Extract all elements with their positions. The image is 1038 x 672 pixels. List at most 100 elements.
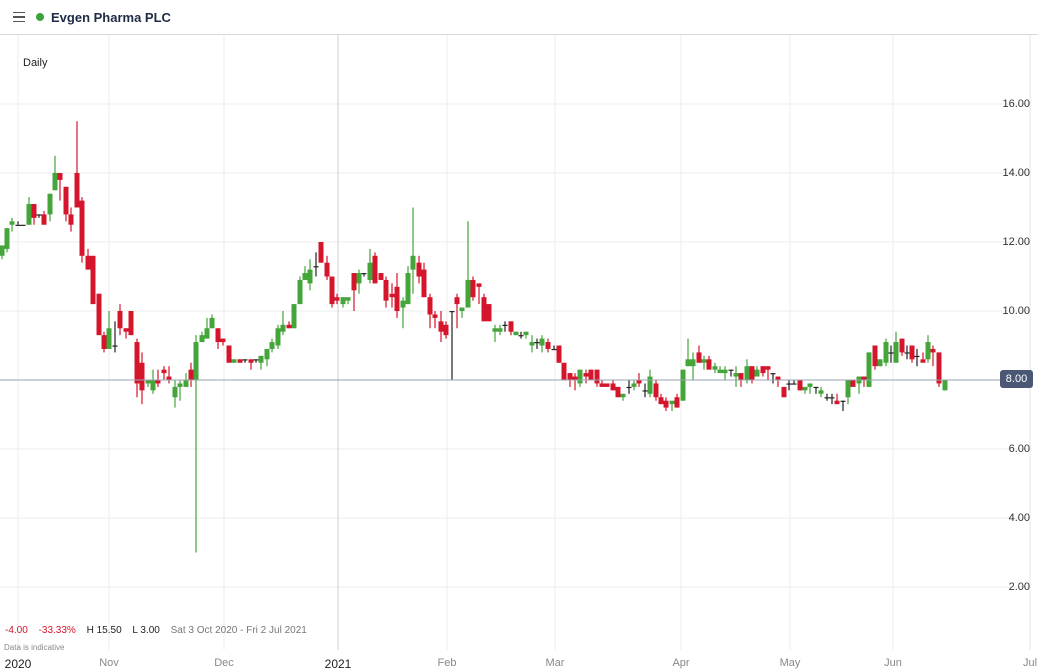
candle-body xyxy=(529,342,535,346)
candle-body xyxy=(551,348,557,351)
candle-body xyxy=(850,380,856,387)
candle-body xyxy=(41,214,47,225)
candle-body xyxy=(604,383,610,387)
candle-body xyxy=(872,345,878,367)
candle-body xyxy=(508,321,514,332)
candle-body xyxy=(476,283,482,287)
instrument-title: Evgen Pharma PLC xyxy=(51,10,171,25)
candle-body xyxy=(760,366,766,374)
candle-body xyxy=(534,342,540,344)
candle-body xyxy=(226,345,232,363)
candle-body xyxy=(791,383,797,385)
candle-body xyxy=(112,345,118,347)
candle-body xyxy=(161,369,167,374)
candle-body xyxy=(389,293,395,298)
candle-body xyxy=(866,352,872,387)
x-axis-label: May xyxy=(779,657,801,669)
x-axis-label: Feb xyxy=(437,657,457,669)
candlestick-chart[interactable] xyxy=(0,35,1038,650)
candle-body xyxy=(183,380,189,387)
candle-body xyxy=(904,352,910,354)
candle-body xyxy=(701,359,707,363)
candle-body xyxy=(96,293,102,336)
y-axis-label: 6.00 xyxy=(1008,443,1030,455)
candle-body xyxy=(577,369,583,384)
candle-body xyxy=(523,331,529,336)
candle-body xyxy=(518,335,524,337)
candle-body xyxy=(237,359,243,363)
candle-body xyxy=(123,328,129,332)
candle-body xyxy=(486,304,492,322)
candle-body xyxy=(438,321,444,332)
price-change-percent: -33.33% xyxy=(38,625,76,636)
x-axis-label: 2021 xyxy=(324,657,352,671)
candle-body xyxy=(0,245,5,256)
x-axis-label: Jun xyxy=(884,657,902,669)
candle-body xyxy=(74,173,80,208)
candle-body xyxy=(242,359,248,361)
candle-body xyxy=(150,380,156,391)
candle-body xyxy=(647,376,653,394)
candle-body xyxy=(594,369,600,384)
candle-body xyxy=(642,390,648,392)
market-status-dot-icon xyxy=(36,13,44,21)
candle-body xyxy=(172,386,178,398)
candle-body xyxy=(264,348,270,360)
candle-body xyxy=(340,297,346,305)
candle-body xyxy=(470,279,476,298)
candle-body xyxy=(220,338,226,343)
candle-body xyxy=(539,338,545,346)
y-axis-label: 16.00 xyxy=(1002,98,1030,110)
candle-body xyxy=(372,255,378,284)
candle-body xyxy=(427,297,433,315)
candle-body xyxy=(497,328,503,332)
candle-body xyxy=(545,342,551,349)
candle-body xyxy=(79,200,85,256)
candle-body xyxy=(145,380,151,384)
candle-body xyxy=(631,383,637,387)
candle-body xyxy=(101,335,107,349)
candle-body xyxy=(459,307,465,311)
candle-body xyxy=(492,328,498,332)
candle-body xyxy=(658,397,664,405)
candle-body xyxy=(4,228,10,249)
candle-body xyxy=(318,242,324,263)
candle-body xyxy=(909,345,915,360)
candle-body xyxy=(334,297,340,301)
candle-body xyxy=(502,324,508,326)
candle-body xyxy=(786,383,792,385)
candle-body xyxy=(572,376,578,380)
y-axis-label: 14.00 xyxy=(1002,167,1030,179)
candle-body xyxy=(31,204,37,218)
candle-body xyxy=(291,304,297,329)
candle-body xyxy=(706,359,712,370)
candle-body xyxy=(410,255,416,270)
candle-body xyxy=(588,369,594,380)
candle-body xyxy=(888,352,894,354)
candle-body xyxy=(690,359,696,367)
candle-body xyxy=(722,369,728,374)
candle-body xyxy=(454,297,460,305)
candle-body xyxy=(117,311,123,329)
candle-body xyxy=(204,328,210,339)
candle-body xyxy=(188,369,194,380)
candle-body xyxy=(90,255,96,305)
x-axis-label: Dec xyxy=(214,657,234,669)
candle-body xyxy=(302,273,308,280)
candle-body xyxy=(52,173,58,191)
candle-body xyxy=(177,383,183,387)
candle-body xyxy=(275,328,281,346)
candle-body xyxy=(749,366,755,380)
candle-body xyxy=(893,342,899,363)
candle-body xyxy=(416,262,422,277)
candle-body xyxy=(696,352,702,363)
candle-body xyxy=(620,393,626,398)
hamburger-menu-icon[interactable] xyxy=(13,12,25,22)
candle-body xyxy=(351,273,357,291)
candle-body xyxy=(717,369,723,374)
x-axis-label: 2020 xyxy=(4,657,32,671)
candle-body xyxy=(663,400,669,408)
y-axis-label: 12.00 xyxy=(1002,236,1030,248)
candle-body xyxy=(914,355,920,358)
candle-body xyxy=(280,324,286,332)
